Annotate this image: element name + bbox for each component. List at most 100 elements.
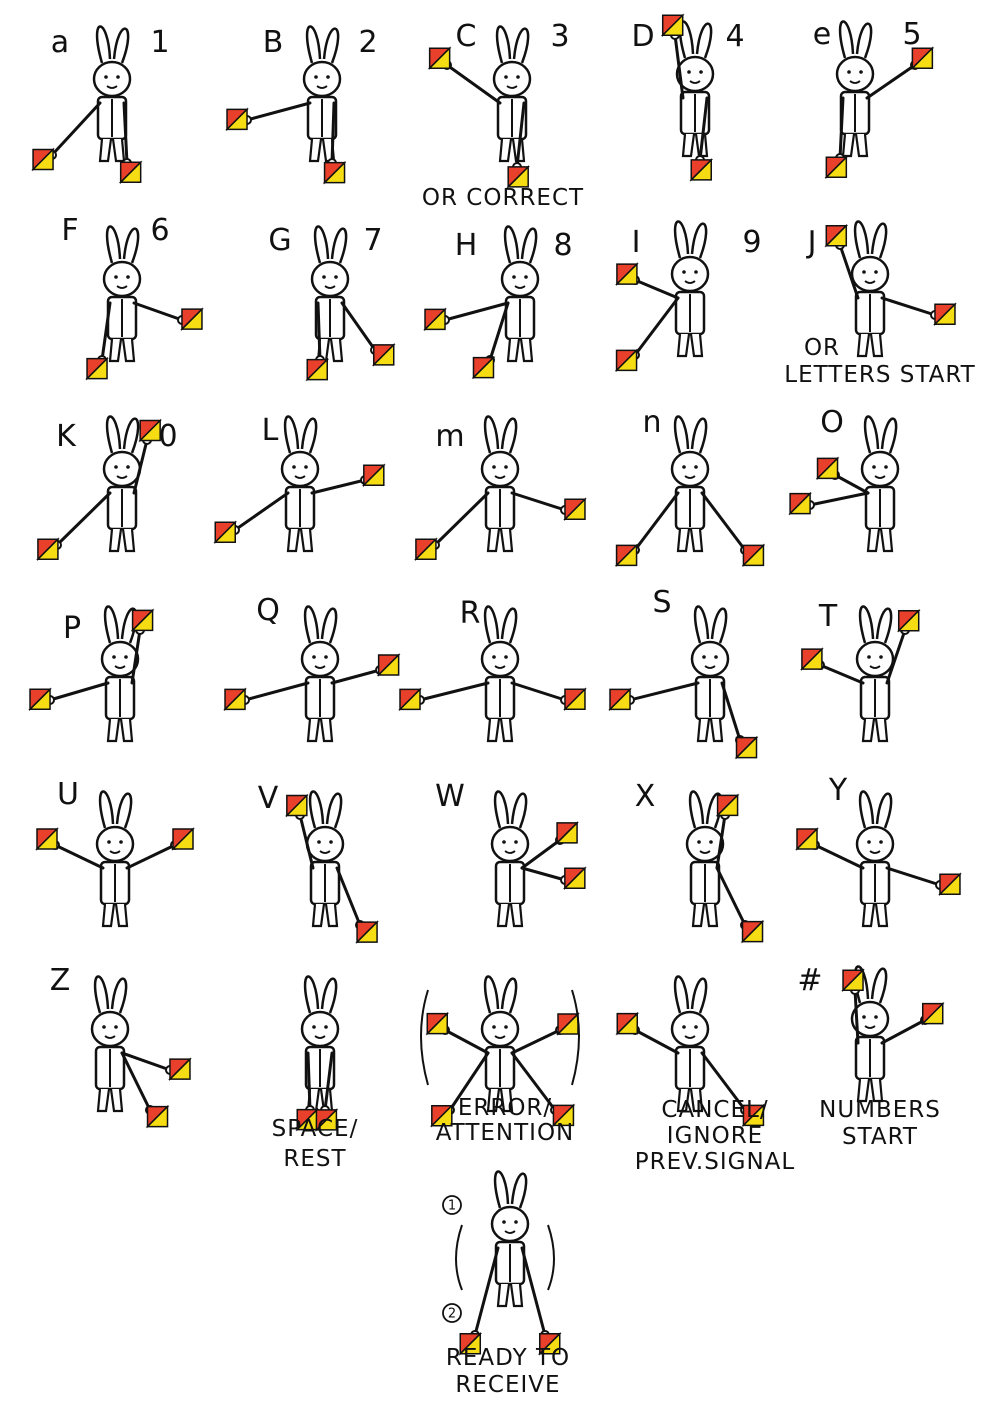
swing-arrow-0	[420, 989, 429, 1086]
flag-14-1	[815, 456, 840, 481]
signal-caption: NUMBERS	[819, 1097, 941, 1123]
signal-number: 4	[725, 19, 744, 54]
signal-panel-15: P	[28, 605, 155, 743]
flag-26-1	[314, 1108, 339, 1132]
signal-panel-12: m	[414, 415, 587, 562]
signal-letter: V	[258, 781, 279, 816]
signal-number: 3	[550, 19, 569, 54]
signal-letter: C	[456, 19, 477, 54]
signal-panel-25: Z	[50, 963, 192, 1129]
signal-caption: RECEIVE	[455, 1372, 560, 1398]
signal-panel-20: U	[35, 777, 195, 928]
signal-panel-17: R	[398, 596, 587, 743]
flag-23-1	[740, 919, 765, 944]
signal-number: 5	[902, 17, 921, 52]
signal-letter: X	[635, 779, 656, 814]
flag-17-1	[563, 687, 587, 712]
flag-11-0	[213, 520, 238, 545]
flag-27-0	[425, 1011, 450, 1036]
flag-29-1	[920, 1001, 945, 1026]
signal-letter: G	[268, 223, 291, 258]
flag-20-0	[35, 827, 59, 851]
flag-24-0	[795, 827, 819, 851]
flag-28-0	[615, 1011, 640, 1036]
signal-letter: U	[57, 777, 79, 812]
svg-text:2: 2	[448, 1307, 456, 1322]
signal-caption: PREV.SIGNAL	[635, 1149, 795, 1175]
flag-13-0	[614, 543, 639, 568]
flag-27-3	[551, 1103, 576, 1128]
signal-letter: m	[435, 419, 464, 454]
signal-caption: ERROR/	[458, 1095, 552, 1121]
signal-caption: CANCEL/	[661, 1097, 768, 1123]
flag-27-1	[556, 1012, 580, 1036]
signal-panel-14: O	[788, 405, 900, 553]
flag-4-0	[824, 155, 849, 180]
step-marker-0: 1	[442, 1195, 462, 1215]
signal-letter: B	[263, 25, 284, 60]
flag-19-0	[800, 647, 824, 671]
signal-number: 2	[358, 25, 377, 60]
signal-panel-11: L	[213, 413, 386, 553]
flag-5-0	[180, 307, 204, 331]
flag-24-1	[938, 872, 962, 897]
signal-letter: e	[813, 17, 831, 52]
signal-number: 1	[150, 25, 169, 60]
signal-letter: a	[51, 25, 69, 60]
signal-caption: IGNORE	[667, 1123, 763, 1149]
flag-12-0	[414, 537, 438, 562]
signal-letter: K	[56, 419, 77, 454]
flag-18-1	[734, 735, 759, 760]
signal-letter: F	[61, 213, 78, 248]
swing-arrow-1	[571, 989, 580, 1086]
flag-9-1	[933, 302, 957, 327]
signal-caption: REST	[283, 1146, 346, 1172]
signal-letter: Y	[828, 773, 848, 808]
flag-7-1	[471, 355, 496, 380]
flag-14-0	[788, 491, 812, 516]
flag-15-1	[130, 608, 155, 633]
flag-17-0	[398, 687, 422, 712]
signal-panel-26: SPACE/REST	[272, 975, 359, 1172]
signal-letter: O	[820, 405, 844, 440]
step-marker-1: 2	[442, 1303, 462, 1323]
flag-30-1	[537, 1331, 562, 1356]
flag-21-1	[355, 920, 379, 944]
flag-10-1	[138, 418, 162, 443]
signal-letter: L	[262, 413, 279, 448]
signal-letter: T	[818, 599, 838, 634]
flag-1-1	[322, 160, 347, 185]
signal-letter: n	[642, 405, 661, 440]
signal-panel-23: X	[635, 779, 765, 944]
flag-25-1	[145, 1104, 170, 1129]
flag-27-2	[429, 1103, 454, 1128]
signal-number: 6	[150, 213, 169, 248]
signal-letter: D	[631, 19, 654, 54]
flag-3-1	[689, 158, 714, 182]
flag-19-1	[896, 608, 921, 633]
signal-panel-24: Y	[795, 773, 962, 928]
flag-5-1	[85, 356, 109, 381]
signal-caption: OR	[804, 335, 840, 361]
signal-letter: W	[435, 779, 465, 814]
signal-number: 0	[158, 419, 177, 454]
flag-21-0	[285, 793, 309, 818]
flag-2-0	[427, 46, 452, 71]
flag-30-0	[458, 1331, 483, 1356]
signal-panel-27: ERROR/ATTENTION	[420, 975, 580, 1146]
flag-12-1	[563, 497, 587, 522]
flag-3-0	[660, 13, 685, 38]
signal-caption: SPACE/	[272, 1116, 359, 1142]
flag-8-1	[614, 348, 639, 373]
